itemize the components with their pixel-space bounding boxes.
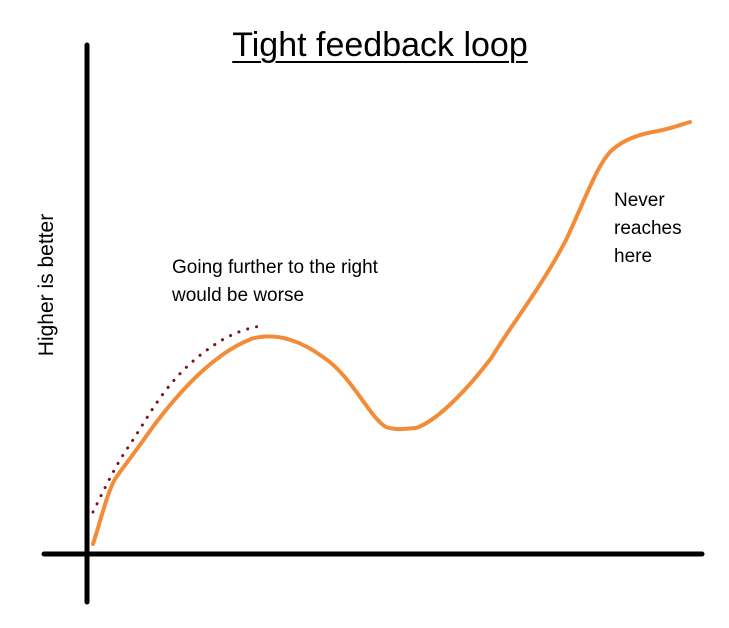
annotation-right-line-1: Never [614,190,665,211]
diagram-title: Tight feedback loop [232,26,528,64]
y-axis-label: Higher is better [35,213,58,357]
annotation-left-line-2: would be worse [172,285,305,306]
annotation-right-line-2: reaches [614,218,682,239]
annotation-right: Never reaches here [614,187,682,271]
annotation-left: Going further to the right would be wors… [172,254,378,310]
annotation-right-line-3: here [614,246,653,267]
dotted-curve [91,324,264,514]
annotation-left-line-1: Going further to the right [172,257,378,278]
main-curve [91,120,692,546]
